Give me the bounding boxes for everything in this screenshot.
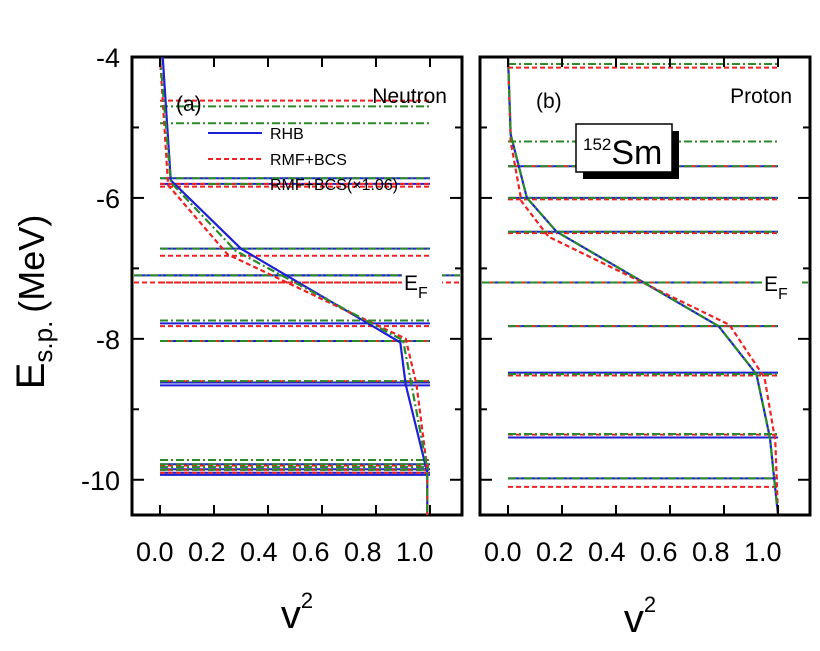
panel-a-nucleon: Neutron <box>372 85 447 108</box>
panel-a-fermi-label-bg <box>402 266 442 302</box>
legend-label-rmf-bcs: RMF+BCS <box>270 152 347 169</box>
panel-a-level-lines <box>134 99 460 476</box>
nucleus-label: 152Sm <box>583 134 662 172</box>
y-axis-title-main: E <box>9 363 53 390</box>
panel-a-series <box>158 56 429 515</box>
panel-b-x-axis-title-main: v <box>624 597 644 641</box>
legend-label-rmf-bcs-scaled: RMF+BCS(×1.06) <box>270 177 398 194</box>
nucleus-label-box: 152Sm <box>575 123 679 179</box>
panel-b-nucleon: Proton <box>730 85 792 108</box>
y-axis-title-unit: (MeV) <box>11 215 52 313</box>
panel-a-x-tick-label-5: 1.0 <box>396 537 434 567</box>
panel-a-x-tick-label-0: 0.0 <box>136 537 174 567</box>
panel-b-frame <box>478 55 812 517</box>
panel-a-frame <box>130 55 464 517</box>
panel-b-x-tick-label-3: 0.6 <box>640 537 678 567</box>
y-tick-label-2: -8 <box>96 325 120 355</box>
panel-a-curve-rmf-bcs <box>158 56 429 515</box>
panel-a-ticks <box>132 56 462 515</box>
panel-b-fermi-label: EF <box>764 273 788 303</box>
panel-a-x-axis-title: v2 <box>281 588 313 637</box>
y-tick-label-0: -4 <box>96 43 120 73</box>
panel-b-ticks <box>480 56 810 515</box>
panel-b-fermi-label-bg <box>762 268 802 304</box>
panel-b-label: (b) <box>536 90 562 113</box>
panel-a-label: (a) <box>176 93 202 116</box>
legend-label-rhb: RHB <box>270 126 304 143</box>
legend: RHB RMF+BCS RMF+BCS(×1.06) <box>208 126 398 194</box>
panel-b: (b) Proton 152Sm EF 0.0 0.2 0.4 0.6 0.8 1.0 v… <box>478 55 812 641</box>
nucleus-symbol: Sm <box>611 134 662 172</box>
y-tick-labels: -4 -6 -8 -10 <box>81 43 120 496</box>
panel-a-x-tick-labels: 0.0 0.2 0.4 0.6 0.8 1.0 <box>136 537 434 567</box>
panel-b-x-tick-label-4: 0.8 <box>692 537 730 567</box>
panel-b-x-tick-label-5: 1.0 <box>744 537 782 567</box>
y-tick-label-1: -6 <box>96 184 120 214</box>
panel-b-x-axis-title-sup: 2 <box>644 592 656 617</box>
panel-a-x-axis-title-main: v <box>281 593 301 637</box>
panel-a-fermi-label-sub: F <box>418 285 428 302</box>
panel-b-x-tick-labels: 0.0 0.2 0.4 0.6 0.8 1.0 <box>484 537 782 567</box>
panel-a-fermi-label: EF <box>404 272 428 302</box>
panel-a-fermi-label-main: E <box>404 272 418 295</box>
y-axis-title-sub: s.p. <box>28 321 58 363</box>
panel-a-x-tick-label-4: 0.8 <box>344 537 382 567</box>
y-tick-label-3: -10 <box>81 466 120 496</box>
panel-b-x-axis-title: v2 <box>624 592 656 641</box>
nucleus-label-frame <box>575 123 673 173</box>
panel-a: (a) Neutron RHB RMF+BCS RMF+BCS(×1.06) E… <box>130 55 464 637</box>
panel-b-x-tick-label-2: 0.4 <box>588 537 626 567</box>
panel-a-x-tick-label-2: 0.4 <box>240 537 278 567</box>
panel-b-series <box>506 56 780 516</box>
y-axis-title: Es.p. (MeV) <box>9 215 58 390</box>
panel-b-fermi-label-main: E <box>764 273 778 296</box>
panel-b-x-tick-label-1: 0.2 <box>536 537 574 567</box>
panel-b-x-tick-label-0: 0.0 <box>484 537 522 567</box>
panel-a-x-tick-label-1: 0.2 <box>188 537 226 567</box>
nucleus-mass: 152 <box>583 135 611 154</box>
panel-a-x-axis-title-sup: 2 <box>301 588 313 613</box>
panel-a-x-tick-label-3: 0.6 <box>292 537 330 567</box>
panel-b-fermi-label-sub: F <box>778 286 788 303</box>
